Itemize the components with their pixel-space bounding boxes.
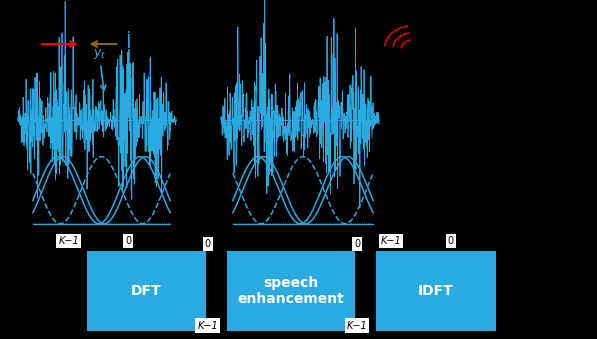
Text: K−1: K−1 [347,321,367,331]
Bar [227,251,355,331]
Text: K−1: K−1 [59,236,79,245]
Text: K−1: K−1 [198,321,218,331]
Bar [87,251,206,331]
Text: DFT: DFT [131,284,162,298]
Text: 🐒: 🐒 [122,31,134,50]
Text: 0: 0 [205,239,211,249]
Text: 0: 0 [354,239,360,249]
Text: 0: 0 [448,236,454,245]
Text: IDFT: IDFT [418,284,454,298]
Text: 👨‍💼: 👨‍💼 [379,21,403,40]
Bar [376,251,496,331]
Text: K−1: K−1 [381,236,401,245]
Text: 👨‍💼: 👨‍💼 [12,31,36,50]
Text: 0: 0 [125,236,131,245]
Text: $y_t$: $y_t$ [93,47,106,90]
Text: speech
enhancement: speech enhancement [238,276,344,306]
